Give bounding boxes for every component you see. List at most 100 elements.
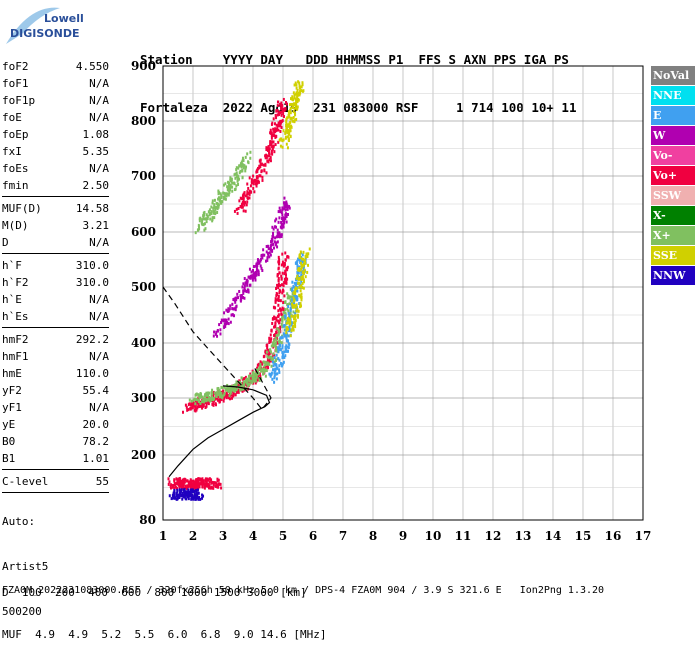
param-name: D [2,236,9,249]
echo-point [286,212,289,216]
echo-point [285,335,288,339]
param-value: 78.2 [82,435,110,448]
echo-point [267,253,270,257]
echo-point [263,168,266,172]
divider [2,327,109,328]
echo-point [173,489,176,493]
param-value: 14.58 [75,202,109,215]
legend-item: E [651,106,695,125]
param-name: B1 [2,452,16,465]
echo-point [292,304,295,308]
echo-point [275,241,278,245]
echo-point [287,349,290,353]
echo-point [224,387,227,391]
echo-point [287,305,290,309]
echo-point [291,103,294,107]
echo-point [193,481,196,485]
echo-point [274,368,277,372]
echo-point [294,283,297,287]
echo-point [224,322,227,326]
echo-point [266,159,269,163]
echo-point [280,322,283,326]
param-row: foF1p N/A [2,92,109,109]
echo-point [274,130,277,134]
echo-point [222,399,225,403]
echo-point [197,497,200,501]
echo-point [269,355,272,359]
echo-point [297,80,300,84]
echo-point [284,208,287,212]
echo-point [235,166,238,170]
echo-point [283,107,286,111]
echo-point [268,336,271,340]
echo-point [213,210,216,214]
param-value: N/A [89,162,109,175]
echo-point [281,306,284,310]
echo-point [261,369,264,373]
echo-point [286,123,289,127]
echo-point [205,399,208,403]
echo-point [212,334,215,338]
echo-point [201,477,204,481]
echo-point [227,193,230,197]
echo-point [300,273,303,277]
echo-point [222,183,225,187]
echo-point [208,398,211,402]
echo-point [256,366,259,370]
echo-point [280,104,283,108]
echo-point [194,497,197,501]
echo-point [243,284,246,288]
echo-point [251,376,254,380]
echo-point [282,97,285,101]
echo-point [186,479,189,483]
echo-point [248,196,251,200]
echo-point [273,325,276,329]
echo-point [242,296,245,300]
echo-point [286,277,289,281]
param-row: h`E N/A [2,291,109,308]
echo-point [211,199,214,203]
muf-table: D 100 200 400 600 800 1000 1500 3000 [km… [2,558,327,656]
echo-point [237,177,240,181]
echo-point [188,494,191,498]
echo-point [210,485,213,489]
param-row: D N/A [2,234,109,251]
echo-point [274,143,277,147]
echo-point [264,156,267,160]
echo-point [179,491,182,495]
echo-point [275,225,278,229]
echo-point [181,491,184,495]
echo-point [246,279,249,283]
echo-point [268,352,271,356]
echo-point [285,205,288,209]
echo-point [235,184,238,188]
echo-point [273,376,276,380]
echo-point [281,213,284,217]
echo-point [205,393,208,397]
param-group-virtual-heights: h`F 310.0 h`F2 310.0 h`E N/A h`Es N/A [2,257,109,325]
echo-point [257,371,260,375]
echo-point [282,360,285,364]
echo-point [186,408,189,412]
echo-point [207,210,210,214]
echo-point [243,377,246,381]
echo-point [242,158,245,162]
echo-point [281,271,284,275]
echo-point [282,307,285,311]
echo-point [205,481,208,485]
param-group-muf: MUF(D) 14.58 M(D) 3.21 D N/A [2,200,109,251]
echo-point [254,278,257,282]
echo-point [244,169,247,173]
echo-point [280,211,283,215]
echo-point [230,313,233,317]
echo-point [307,263,310,267]
echo-point [282,115,285,119]
echo-point [295,99,298,103]
echo-point [274,344,277,348]
echo-point [271,239,274,243]
echo-point [282,311,285,315]
echo-point [195,484,198,488]
echo-point [281,364,284,368]
echo-point [283,221,286,225]
echo-point [178,488,181,492]
